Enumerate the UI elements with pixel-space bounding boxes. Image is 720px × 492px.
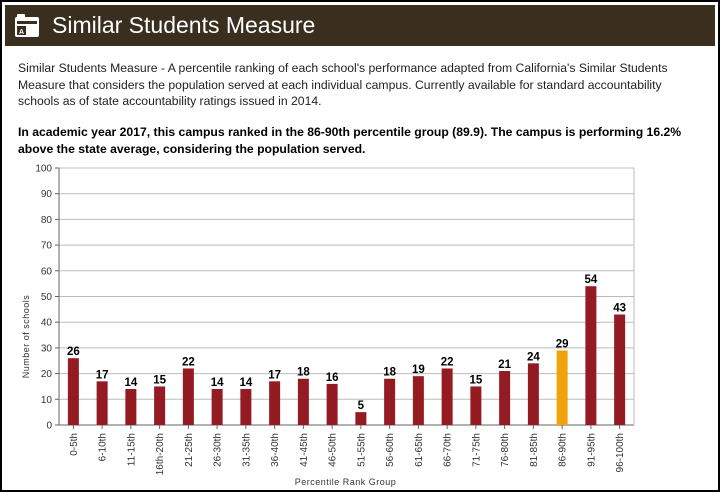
bar-31-35th xyxy=(240,389,252,425)
chart-grid xyxy=(55,167,635,429)
bar-61-65th xyxy=(412,376,424,425)
data-label-6-10th: 17 xyxy=(96,369,109,381)
report-icon: A xyxy=(15,13,39,37)
y-tick-label: 50 xyxy=(41,292,53,303)
x-tick-label: 41-45th xyxy=(299,433,310,467)
data-label-51-55th: 5 xyxy=(358,400,365,412)
y-tick-label: 10 xyxy=(41,395,53,406)
svg-text:A: A xyxy=(19,29,24,36)
y-tick-label: 30 xyxy=(41,343,53,354)
data-label-41-45th: 18 xyxy=(297,367,310,379)
bar-66-70th xyxy=(441,368,453,425)
data-label-26-30th: 14 xyxy=(211,377,224,389)
data-label-86-90th: 29 xyxy=(556,338,569,350)
bar-16th-20th xyxy=(154,386,166,425)
data-label-46-50th: 16 xyxy=(326,372,339,384)
y-tick-label: 40 xyxy=(41,318,53,329)
data-label-71-75th: 15 xyxy=(469,374,482,386)
data-label-0-5th: 26 xyxy=(67,346,80,358)
data-label-16th-20th: 15 xyxy=(153,374,166,386)
y-tick-label: 20 xyxy=(41,369,53,380)
x-axis-title: Percentile Rank Group xyxy=(295,477,397,487)
x-tick-label: 51-55th xyxy=(356,433,367,467)
bar-41-45th xyxy=(297,378,309,425)
bar-26-30th xyxy=(211,389,223,425)
bar-6-10th xyxy=(96,381,108,425)
chart-bars xyxy=(67,286,626,425)
data-label-91-95th: 54 xyxy=(584,274,597,286)
description-text: Similar Students Measure - A percentile … xyxy=(18,61,668,108)
x-tick-label: 31-35th xyxy=(241,433,252,467)
x-tick-label: 16th-20th xyxy=(155,433,166,475)
y-tick-label: 80 xyxy=(41,215,53,226)
y-tick-label: 0 xyxy=(46,421,52,432)
data-label-61-65th: 19 xyxy=(412,364,425,376)
y-tick-label: 100 xyxy=(35,164,52,175)
x-tick-label: 76-80th xyxy=(500,433,511,467)
bar-81-85th xyxy=(527,363,539,425)
x-tick-label: 21-25th xyxy=(184,433,195,467)
y-tick-label: 60 xyxy=(41,266,53,277)
x-tick-label: 91-95th xyxy=(586,433,597,467)
x-tick-label: 86-90th xyxy=(558,433,569,467)
x-tick-label: 96-100th xyxy=(615,433,626,472)
bar-76-80th xyxy=(499,371,511,425)
x-tick-label: 6-10th xyxy=(98,433,109,461)
x-tick-label: 36-40th xyxy=(270,433,281,467)
bar-71-75th xyxy=(470,386,482,425)
bar-86-90th xyxy=(556,350,568,425)
data-label-96-100th: 43 xyxy=(613,302,626,314)
data-label-11-15th: 14 xyxy=(124,377,137,389)
y-tick-label: 90 xyxy=(41,189,53,200)
x-tick-label: 71-75th xyxy=(471,433,482,467)
data-label-76-80th: 21 xyxy=(498,359,511,371)
data-label-31-35th: 14 xyxy=(239,377,252,389)
x-tick-label: 46-50th xyxy=(328,433,339,467)
chart-x-ticks: 0-5th 6-10th 11-15th 16th-20th 21-25th 26-30t… xyxy=(69,433,626,475)
data-label-56-60th: 18 xyxy=(383,367,396,379)
x-tick-label: 81-85th xyxy=(529,433,540,467)
x-tick-label: 66-70th xyxy=(443,433,454,467)
bar-11-15th xyxy=(125,389,137,425)
bar-91-95th xyxy=(585,286,597,425)
x-tick-label: 11-15th xyxy=(126,433,137,466)
chart-y-ticks: 0 10 20 30 40 50 60 70 80 90 100 xyxy=(35,164,52,432)
x-tick-label: 26-30th xyxy=(213,433,224,467)
data-label-21-25th: 22 xyxy=(182,356,195,368)
data-label-36-40th: 17 xyxy=(268,369,281,381)
bar-51-55th xyxy=(355,412,367,425)
page-title: Similar Students Measure xyxy=(52,12,316,38)
y-axis-title: Number of schools xyxy=(21,295,31,379)
bar-0-5th xyxy=(67,358,79,425)
bar-36-40th xyxy=(269,381,281,425)
bar-46-50th xyxy=(326,383,338,425)
data-label-66-70th: 22 xyxy=(441,356,454,368)
x-tick-label: 56-60th xyxy=(385,433,396,467)
x-tick-label: 0-5th xyxy=(69,433,80,456)
result-summary: In academic year 2017, this campus ranke… xyxy=(18,125,682,156)
data-label-81-85th: 24 xyxy=(527,351,540,363)
chart-data-labels: 26 17 14 15 22 14 14 17 18 16 5 18 19 22 15 21 24 29 54 43 xyxy=(67,274,626,412)
header-bar: A Similar Students Measure xyxy=(5,5,715,46)
y-tick-label: 70 xyxy=(41,241,53,252)
bar-21-25th xyxy=(182,368,194,425)
bar-96-100th xyxy=(614,314,626,425)
bar-56-60th xyxy=(384,378,396,425)
x-tick-label: 61-65th xyxy=(414,433,425,467)
